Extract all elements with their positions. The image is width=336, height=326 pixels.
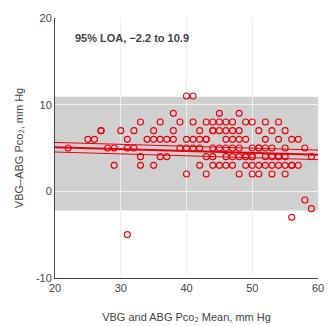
svg-text:10: 10 (40, 99, 52, 111)
svg-text:50: 50 (246, 282, 258, 294)
svg-text:20: 20 (40, 12, 52, 24)
svg-text:VBG and ABG Pco₂ Mean, mm Hg: VBG and ABG Pco₂ Mean, mm Hg (102, 311, 271, 323)
svg-text:95% LOA, −2.2 to 10.9: 95% LOA, −2.2 to 10.9 (75, 32, 189, 44)
svg-text:0: 0 (46, 185, 52, 197)
svg-text:60: 60 (312, 282, 324, 294)
svg-text:20: 20 (49, 282, 61, 294)
svg-text:VBG–ABG Pco₂, mm Hg: VBG–ABG Pco₂, mm Hg (13, 88, 25, 208)
svg-text:40: 40 (180, 282, 192, 294)
svg-text:30: 30 (115, 282, 127, 294)
svg-text:-10: -10 (36, 272, 52, 284)
